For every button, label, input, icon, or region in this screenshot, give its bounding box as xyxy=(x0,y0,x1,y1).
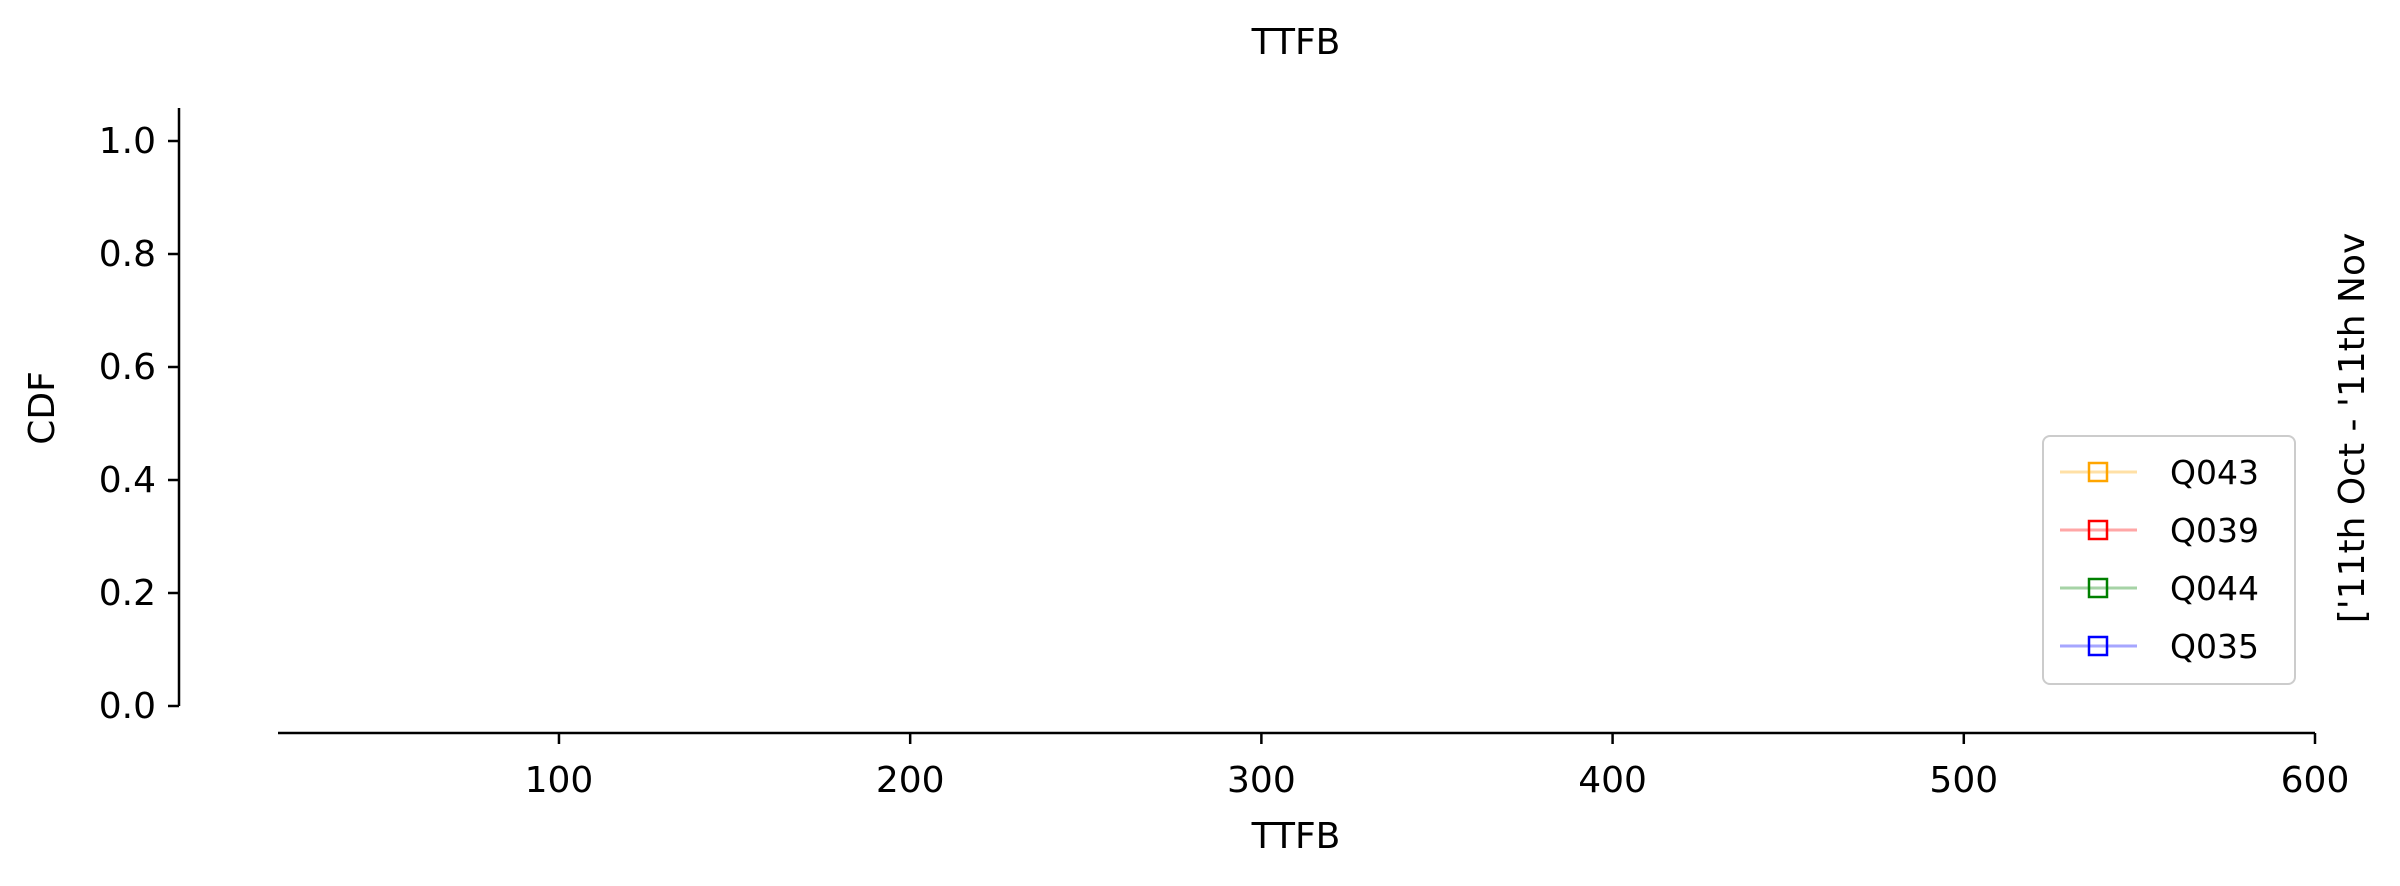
y-tick-label: 0.4 xyxy=(99,460,156,501)
y-ticks: 0.0 0.2 0.4 0.6 0.8 1.0 xyxy=(99,121,179,727)
y-tick-label: 0.8 xyxy=(99,234,156,275)
legend-frame xyxy=(2042,435,2296,685)
legend-label-q043: Q043 xyxy=(2170,453,2259,492)
x-tick-label: 100 xyxy=(525,760,594,801)
y-tick-label: 0.6 xyxy=(99,347,156,388)
x-tick-label: 600 xyxy=(2281,760,2350,801)
x-tick-label: 200 xyxy=(876,760,945,801)
x-axis-label: TTFB xyxy=(1251,816,1341,857)
y-tick-label: 0.2 xyxy=(99,573,156,614)
legend-label-q044: Q044 xyxy=(2170,569,2259,608)
x-tick-label: 300 xyxy=(1227,760,1296,801)
legend-marker-square-icon xyxy=(2087,577,2109,599)
chart-title: TTFB xyxy=(1251,22,1341,63)
legend-label-q035: Q035 xyxy=(2170,627,2259,666)
legend-marker-square-icon xyxy=(2087,461,2109,483)
date-range-label: ['11th Oct - '11th Nov xyxy=(2332,233,2373,624)
legend-marker-square-icon xyxy=(2087,635,2109,657)
y-tick-label: 0.0 xyxy=(99,686,156,727)
y-axis-label: CDF xyxy=(22,371,63,445)
legend-marker-square-icon xyxy=(2087,519,2109,541)
x-ticks: 100 200 300 400 500 600 xyxy=(525,733,2350,801)
x-tick-label: 400 xyxy=(1578,760,1647,801)
legend: Q043 Q039 Q044 Q035 xyxy=(2042,435,2296,685)
x-tick-label: 500 xyxy=(1929,760,1998,801)
legend-label-q039: Q039 xyxy=(2170,511,2259,550)
y-tick-label: 1.0 xyxy=(99,121,156,162)
